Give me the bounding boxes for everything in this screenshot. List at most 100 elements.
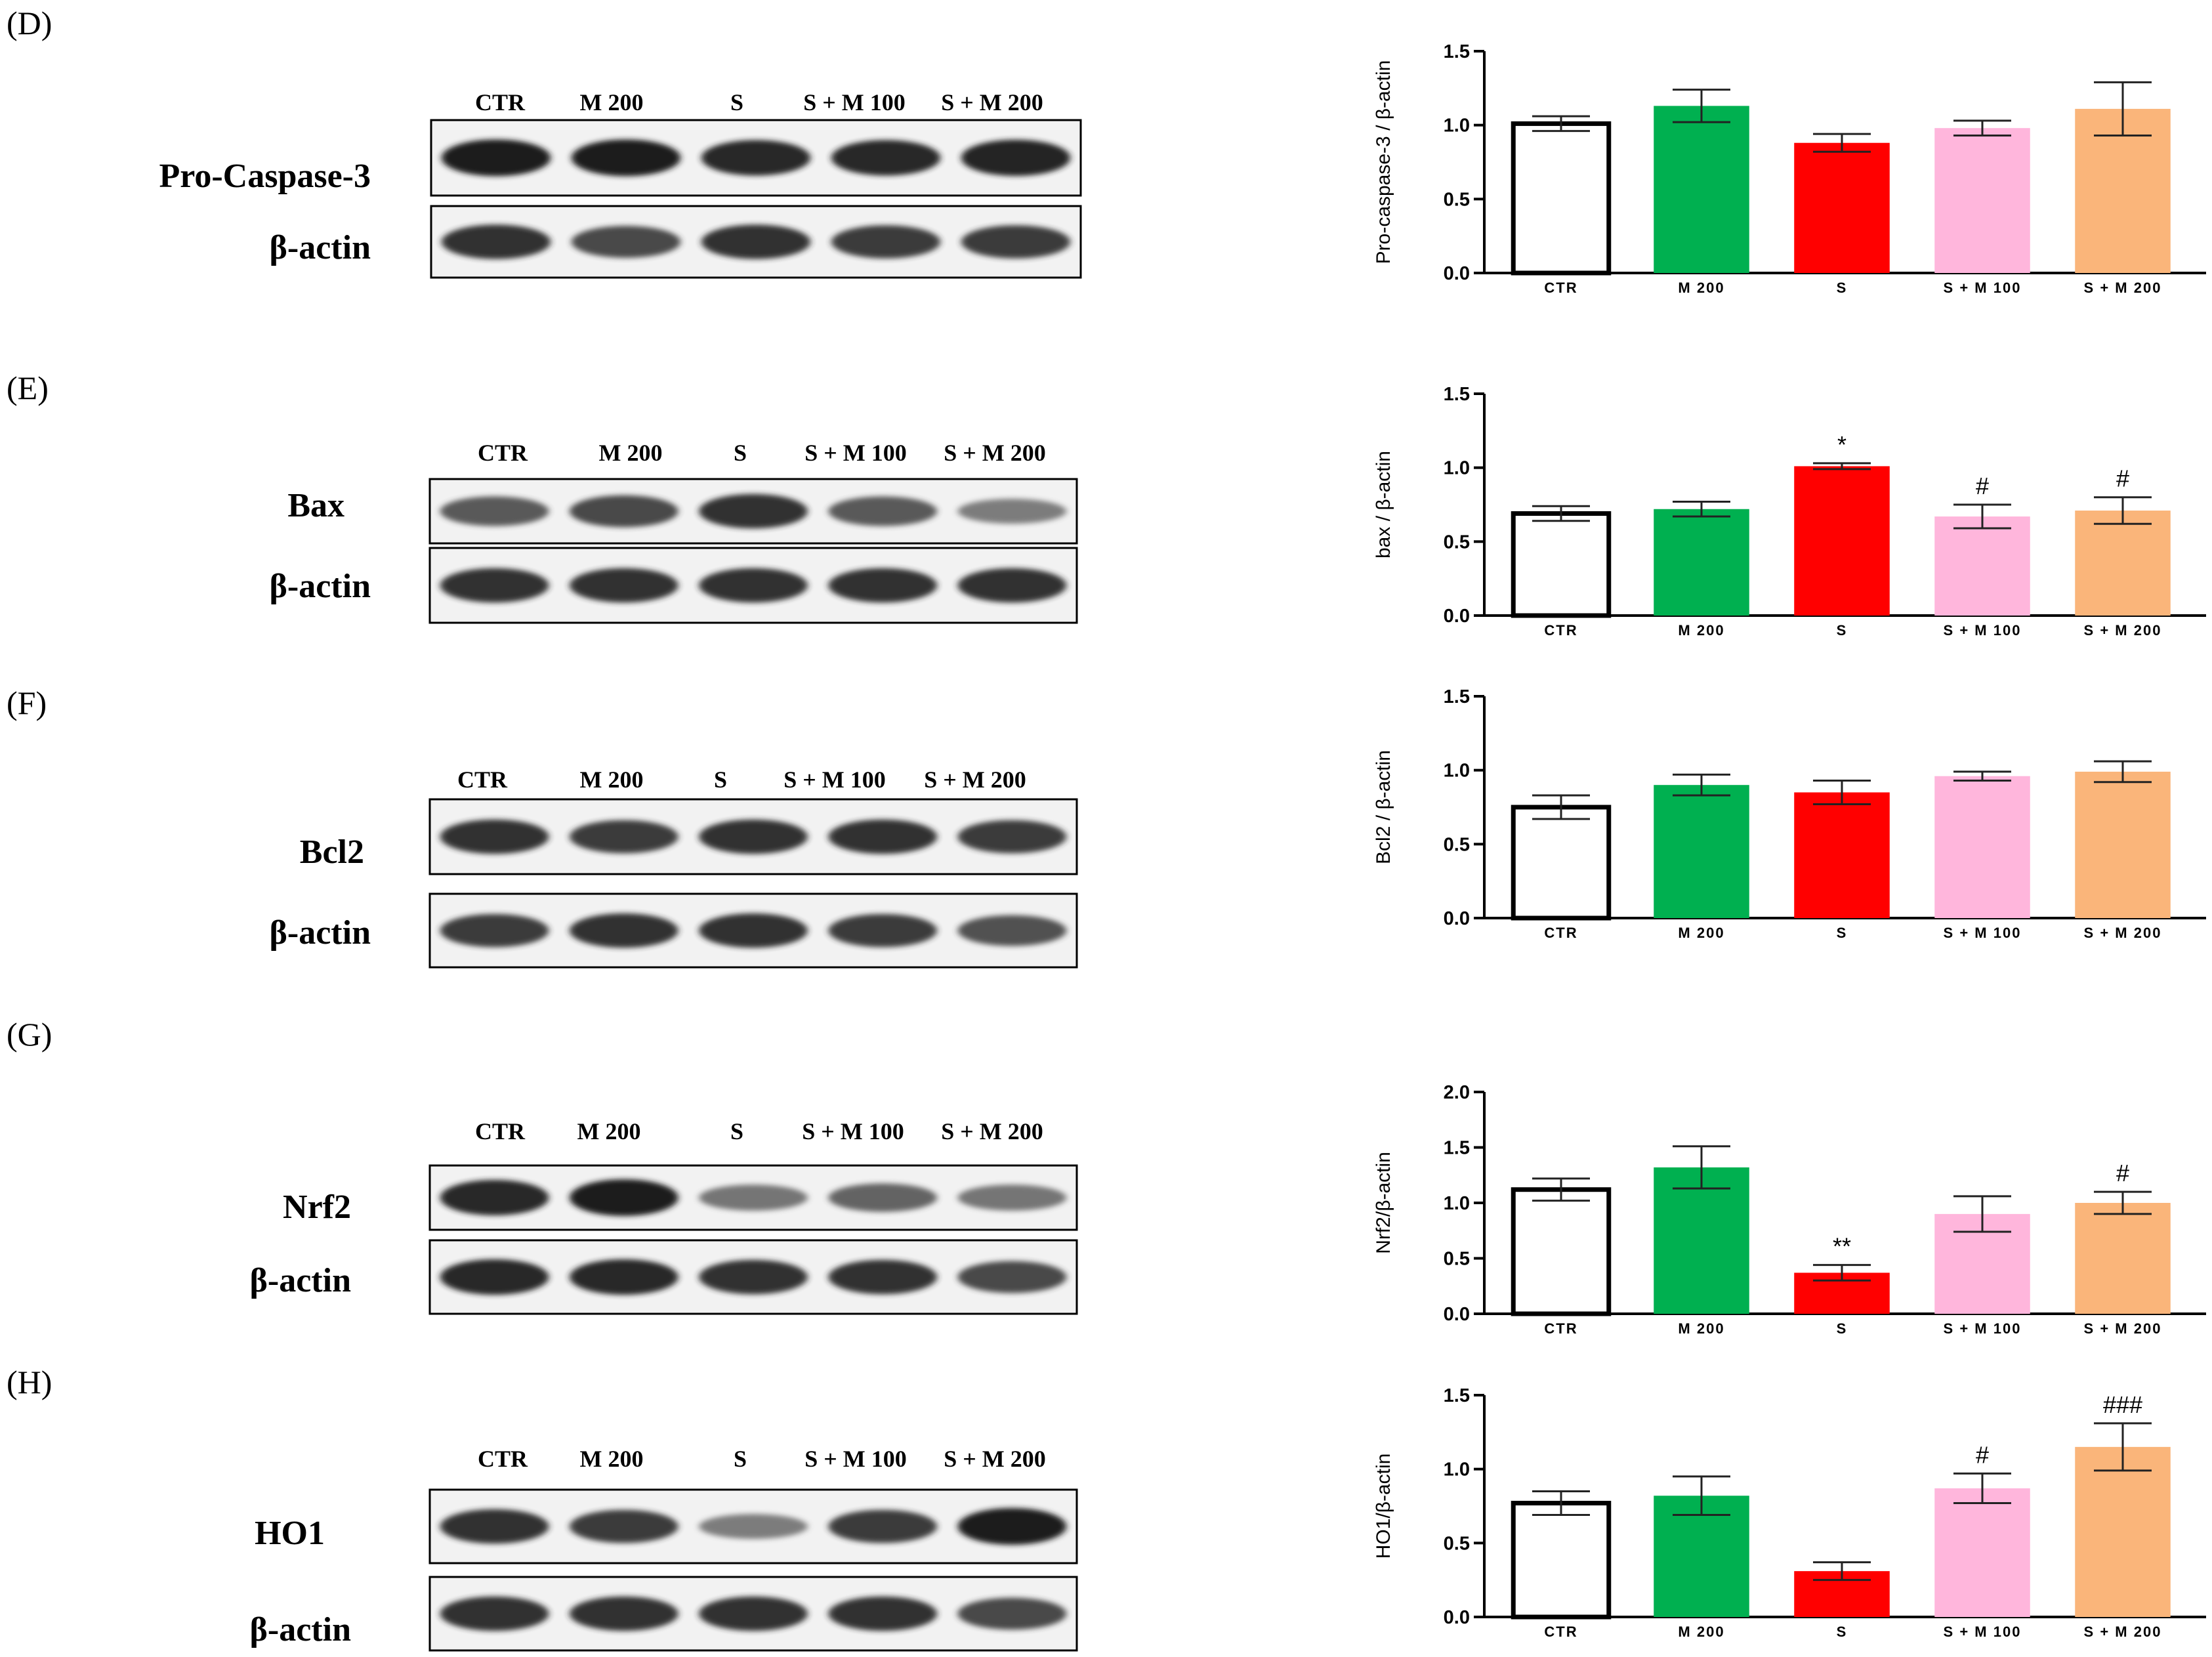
bar-chart: 0.0 0.5 1.0 1.5 2.0 Nrf2/β-actin CTR M 200 ** S S … bbox=[1373, 1082, 2206, 1337]
blot-band bbox=[957, 1185, 1067, 1211]
y-tick-label: 0.5 bbox=[1444, 532, 1470, 553]
category-label: CTR bbox=[1544, 280, 1577, 296]
blot-band bbox=[957, 915, 1067, 946]
y-tick-label: 2.0 bbox=[1444, 1082, 1470, 1103]
blot-target: Bax bbox=[287, 478, 1078, 545]
panel-e: (E) CTR M 200 S S + M 100 S + M 200 Bax β-actin… bbox=[7, 369, 2206, 639]
blot-band bbox=[957, 1508, 1067, 1545]
blot-band bbox=[828, 496, 938, 526]
blot-band bbox=[440, 568, 549, 603]
protein-label: β-actin bbox=[250, 1262, 352, 1299]
blot-target: Nrf2 bbox=[283, 1164, 1078, 1231]
bar bbox=[1511, 1187, 1612, 1316]
category-label: CTR bbox=[1544, 1320, 1577, 1337]
blot-band bbox=[961, 225, 1071, 259]
blot-band bbox=[441, 224, 551, 259]
blot-band bbox=[699, 1596, 808, 1631]
blot-band bbox=[440, 496, 549, 526]
blot-band bbox=[699, 568, 808, 603]
blot-band bbox=[828, 819, 938, 854]
panel-d: (D) CTR M 200 S S + M 100 S + M 200 Pro-Caspas… bbox=[7, 5, 2206, 296]
blot-band bbox=[571, 139, 681, 177]
category-label: M 200 bbox=[1678, 1624, 1724, 1640]
bar bbox=[1934, 776, 2030, 918]
category-label: CTR bbox=[1544, 1624, 1577, 1640]
blot-band bbox=[440, 913, 549, 948]
blot-band bbox=[440, 1596, 549, 1631]
lane-label: S bbox=[734, 440, 747, 466]
lane-label: CTR bbox=[457, 766, 508, 793]
y-tick-label: 1.0 bbox=[1444, 115, 1470, 136]
category-label: S bbox=[1837, 1624, 1848, 1640]
category-label: S + M 100 bbox=[1944, 1320, 2022, 1337]
blot-band bbox=[569, 1259, 678, 1295]
panel-letter: (E) bbox=[7, 369, 49, 406]
panel-letter: (D) bbox=[7, 5, 52, 41]
y-tick-label: 0.5 bbox=[1444, 834, 1470, 855]
protein-label: β-actin bbox=[250, 1611, 352, 1648]
blot-loading-control: β-actin bbox=[270, 205, 1082, 279]
bar bbox=[1794, 466, 1890, 616]
bar bbox=[1654, 106, 1749, 273]
lane-label: CTR bbox=[475, 1118, 526, 1144]
blot-target: Pro-Caspase-3 bbox=[159, 119, 1082, 197]
y-tick-label: 0.0 bbox=[1444, 908, 1470, 929]
protein-label: Pro-Caspase-3 bbox=[159, 157, 371, 195]
y-axis-label: Nrf2/β-actin bbox=[1373, 1152, 1394, 1254]
y-tick-label: 0.0 bbox=[1444, 606, 1470, 627]
blot-target: HO1 bbox=[255, 1488, 1078, 1564]
blot-band bbox=[569, 1509, 678, 1543]
blot-band bbox=[828, 913, 938, 948]
y-tick-label: 1.0 bbox=[1444, 1459, 1470, 1480]
panel-letter: (H) bbox=[7, 1364, 52, 1400]
blot-loading-control: β-actin bbox=[250, 1239, 1078, 1315]
blot-target: Bcl2 bbox=[300, 798, 1078, 875]
blot-band bbox=[699, 1514, 808, 1539]
blot-band bbox=[828, 568, 938, 603]
lane-label: S bbox=[734, 1446, 747, 1472]
blot-band bbox=[957, 820, 1067, 854]
bar bbox=[1511, 805, 1612, 921]
category-label: S + M 200 bbox=[2084, 622, 2162, 639]
bar bbox=[1794, 792, 1890, 918]
bar bbox=[1934, 128, 2030, 273]
category-label: M 200 bbox=[1678, 925, 1724, 941]
blot-band bbox=[828, 1259, 938, 1295]
category-label: S bbox=[1837, 1320, 1848, 1337]
y-tick-label: 0.0 bbox=[1444, 1607, 1470, 1628]
category-label: S + M 100 bbox=[1944, 622, 2022, 639]
blot-band bbox=[831, 140, 941, 176]
y-tick-label: 1.0 bbox=[1444, 458, 1470, 479]
category-label: S + M 200 bbox=[2084, 925, 2162, 941]
category-label: S + M 200 bbox=[2084, 280, 2162, 296]
lane-label: S bbox=[730, 1118, 743, 1144]
bar-chart: 0.0 0.5 1.0 1.5 bax / β-actin CTR M 200 * S # S + … bbox=[1373, 384, 2206, 639]
bar bbox=[2075, 771, 2171, 918]
y-tick-label: 1.5 bbox=[1444, 1385, 1470, 1406]
category-label: S bbox=[1837, 925, 1848, 941]
blot-band bbox=[828, 1509, 938, 1543]
bar-chart: 0.0 0.5 1.0 1.5 HO1/β-actin CTR M 200 S # S + M 1… bbox=[1373, 1385, 2206, 1640]
category-label: CTR bbox=[1544, 622, 1577, 639]
category-label: S + M 200 bbox=[2084, 1320, 2162, 1337]
blot-band bbox=[569, 820, 678, 854]
significance-mark: # bbox=[2116, 1160, 2129, 1186]
bar bbox=[1654, 1496, 1749, 1617]
blot-band bbox=[957, 1597, 1067, 1630]
lane-label: M 200 bbox=[580, 1446, 644, 1472]
y-axis-label: bax / β-actin bbox=[1373, 451, 1394, 558]
blot-band bbox=[569, 495, 678, 528]
blot-band bbox=[569, 1596, 678, 1631]
blot-band bbox=[440, 1179, 549, 1216]
blot-band bbox=[569, 568, 678, 603]
bar-chart: 0.0 0.5 1.0 1.5 Bcl2 / β-actin CTR M 200 S S + M… bbox=[1373, 686, 2206, 941]
y-tick-label: 0.0 bbox=[1444, 263, 1470, 284]
y-tick-label: 1.0 bbox=[1444, 761, 1470, 782]
lane-label: CTR bbox=[478, 440, 528, 466]
lane-label: S + M 100 bbox=[804, 440, 907, 466]
bar bbox=[1794, 142, 1890, 273]
y-tick-label: 0.5 bbox=[1444, 1533, 1470, 1554]
category-label: S + M 100 bbox=[1944, 925, 2022, 941]
blot-band bbox=[699, 1185, 808, 1211]
